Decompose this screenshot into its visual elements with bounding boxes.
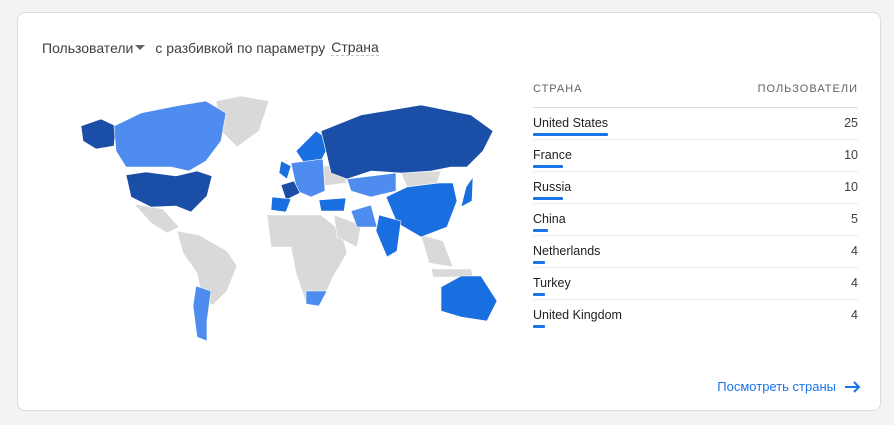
users-by-country-card: Пользователи с разбивкой по параметру Ст…: [17, 12, 881, 411]
map-china: [385, 182, 458, 238]
map-canada: [113, 100, 227, 172]
country-name: France: [533, 147, 572, 162]
map-usa: [125, 170, 213, 213]
map-spain: [270, 196, 292, 213]
map-kazakhstan: [346, 172, 397, 198]
table-row[interactable]: Russia 10: [533, 172, 858, 204]
map-africa: [266, 214, 348, 304]
user-share-bar: [533, 165, 563, 168]
country-name: Turkey: [533, 275, 571, 290]
map-uk: [278, 160, 292, 180]
country-name: Netherlands: [533, 243, 601, 258]
arrow-right-icon: [845, 380, 861, 393]
country-table: СТРАНА ПОЛЬЗОВАТЕЛИ United States 25 Franc…: [533, 83, 858, 331]
user-share-bar: [533, 197, 563, 200]
table-row[interactable]: United Kingdom 4: [533, 300, 858, 331]
table-row[interactable]: China 5: [533, 204, 858, 236]
country-name: Russia: [533, 179, 572, 194]
user-share-bar: [533, 293, 545, 296]
map-alaska: [80, 118, 117, 150]
map-mexico: [133, 203, 180, 234]
user-share-bar: [533, 325, 545, 328]
column-header-country[interactable]: СТРАНА: [533, 83, 583, 95]
world-map: [80, 95, 498, 342]
table-row[interactable]: France 10: [533, 140, 858, 172]
country-name: United Kingdom: [533, 307, 622, 322]
map-france: [280, 180, 301, 201]
map-india: [375, 214, 402, 258]
user-count: 5: [851, 211, 858, 226]
map-argentina: [192, 285, 212, 342]
table-row[interactable]: Netherlands 4: [533, 236, 858, 268]
map-south-africa: [305, 290, 328, 307]
table-row[interactable]: United States 25: [533, 108, 858, 140]
view-countries-link[interactable]: Посмотреть страны: [717, 379, 862, 394]
user-share-bar: [533, 229, 548, 232]
dropdown-caret-icon: [135, 45, 146, 50]
map-south-america: [176, 230, 238, 306]
user-share-bar: [533, 133, 608, 136]
map-arabia: [333, 214, 362, 248]
user-count: 4: [851, 307, 858, 322]
column-header-users[interactable]: ПОЛЬЗОВАТЕЛИ: [757, 83, 858, 95]
map-se-asia: [420, 234, 454, 268]
dimension-label[interactable]: Страна: [331, 39, 379, 56]
breakdown-text: с разбивкой по параметру: [155, 39, 326, 56]
country-name: China: [533, 211, 566, 226]
user-count: 10: [844, 179, 858, 194]
user-count: 4: [851, 275, 858, 290]
user-count: 4: [851, 243, 858, 258]
user-share-bar: [533, 261, 545, 264]
metric-selector[interactable]: Пользователи: [42, 40, 149, 56]
table-row[interactable]: Turkey 4: [533, 268, 858, 300]
country-name: United States: [533, 115, 609, 130]
table-header: СТРАНА ПОЛЬЗОВАТЕЛИ: [533, 83, 858, 108]
user-count: 10: [844, 147, 858, 162]
map-japan: [460, 175, 474, 208]
card-title: Пользователи с разбивкой по параметру Ст…: [42, 39, 379, 56]
user-count: 25: [844, 115, 858, 130]
map-australia: [440, 275, 498, 322]
map-russia: [320, 104, 494, 180]
map-turkey: [318, 197, 347, 212]
